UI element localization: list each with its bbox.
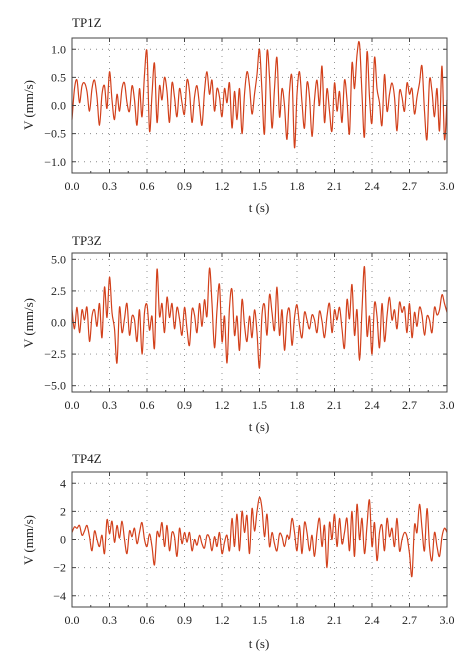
x-tick-label: 3.0 bbox=[440, 179, 455, 193]
y-tick-label: −2 bbox=[53, 561, 66, 575]
x-tick-label: 2.1 bbox=[327, 179, 342, 193]
x-tick-label: 1.8 bbox=[290, 179, 305, 193]
y-tick-label: 0 bbox=[60, 533, 66, 547]
x-tick-label: 0.6 bbox=[140, 179, 155, 193]
x-tick-label: 1.5 bbox=[252, 613, 267, 627]
gridlines bbox=[72, 38, 447, 173]
y-tick-label: 2 bbox=[60, 504, 66, 518]
y-tick-labels: 5.0 2.5 0.0 −2.5 −5.0 bbox=[44, 252, 66, 392]
gridlines bbox=[72, 472, 447, 607]
y-tick-label: 4 bbox=[60, 476, 66, 490]
trace-layer bbox=[71, 496, 448, 578]
x-tick-label: 0.9 bbox=[177, 398, 192, 412]
x-tick-label: 0.9 bbox=[177, 613, 192, 627]
panel-tp3z: TP3Z 5.0 2.5 0.0 −2.5 −5.0 0.0 0.3 0.6 0.9 1.2 1.… bbox=[21, 233, 455, 434]
y-tick-label: 2.5 bbox=[51, 284, 66, 298]
y-tick-label: 0.0 bbox=[51, 316, 66, 330]
x-tick-label: 0.0 bbox=[65, 613, 80, 627]
x-tick-label: 1.5 bbox=[252, 179, 267, 193]
x-tick-labels: 0.0 0.3 0.6 0.9 1.2 1.5 1.8 2.1 2.4 2.7 3.0 bbox=[65, 613, 455, 627]
x-tick-label: 2.4 bbox=[365, 613, 380, 627]
x-tick-label: 1.8 bbox=[290, 613, 305, 627]
x-tick-label: 1.5 bbox=[252, 398, 267, 412]
x-tick-label: 2.7 bbox=[402, 613, 417, 627]
y-tick-labels: 1.0 0.5 0.0 −0.5 −1.0 bbox=[44, 42, 66, 169]
y-tick-label: −5.0 bbox=[44, 379, 66, 393]
x-tick-label: 2.1 bbox=[327, 613, 342, 627]
x-axis-label: t (s) bbox=[249, 200, 270, 215]
x-tick-label: 0.0 bbox=[65, 179, 80, 193]
y-tick-label: 5.0 bbox=[51, 252, 66, 266]
x-tick-label: 1.8 bbox=[290, 398, 305, 412]
x-tick-labels: 0.0 0.3 0.6 0.9 1.2 1.5 1.8 2.1 2.4 2.7 3.0 bbox=[65, 179, 455, 193]
velocity-trace bbox=[71, 40, 448, 149]
panel-title: TP4Z bbox=[72, 451, 102, 466]
x-tick-label: 0.6 bbox=[140, 613, 155, 627]
y-axis-label: V (mm/s) bbox=[21, 298, 36, 348]
x-tick-label: 2.4 bbox=[365, 179, 380, 193]
x-tick-label: 0.3 bbox=[102, 179, 117, 193]
y-axis-label: V (mm/s) bbox=[21, 515, 36, 565]
velocity-trace bbox=[71, 496, 448, 578]
x-tick-label: 1.2 bbox=[215, 613, 230, 627]
ticks bbox=[71, 253, 448, 392]
x-tick-label: 0.0 bbox=[65, 398, 80, 412]
panel-tp1z: TP1Z 1.0 0.5 0.0 −0.5 −1.0 0.0 0.3 0.6 0.9 1.2 1.… bbox=[21, 15, 455, 215]
y-tick-label: 1.0 bbox=[51, 42, 66, 56]
panel-tp4z: TP4Z 4 2 0 −2 −4 0.0 0.3 0.6 0.9 1.2 1.5 1.8 2.1 2.4… bbox=[21, 451, 455, 651]
y-tick-labels: 4 2 0 −2 −4 bbox=[53, 476, 66, 603]
trace-layer bbox=[71, 266, 448, 369]
x-tick-label: 2.7 bbox=[402, 398, 417, 412]
x-tick-label: 2.4 bbox=[365, 398, 380, 412]
x-tick-labels: 0.0 0.3 0.6 0.9 1.2 1.5 1.8 2.1 2.4 2.7 3.0 bbox=[65, 398, 455, 412]
trace-layer bbox=[71, 40, 448, 149]
y-tick-label: 0.0 bbox=[51, 99, 66, 113]
y-tick-label: 0.5 bbox=[51, 70, 66, 84]
x-tick-label: 2.1 bbox=[327, 398, 342, 412]
x-tick-label: 0.3 bbox=[102, 398, 117, 412]
y-axis-label: V (mm/s) bbox=[21, 80, 36, 130]
x-tick-label: 1.2 bbox=[215, 179, 230, 193]
x-tick-label: 0.3 bbox=[102, 613, 117, 627]
x-axis-label: t (s) bbox=[249, 636, 270, 651]
x-tick-label: 1.2 bbox=[215, 398, 230, 412]
ticks bbox=[71, 472, 448, 607]
x-tick-label: 3.0 bbox=[440, 398, 455, 412]
panel-title: TP1Z bbox=[72, 15, 102, 30]
y-tick-label: −0.5 bbox=[44, 127, 66, 141]
y-tick-label: −1.0 bbox=[44, 155, 66, 169]
x-axis-label: t (s) bbox=[249, 419, 270, 434]
ticks bbox=[71, 38, 448, 173]
panel-title: TP3Z bbox=[72, 233, 102, 248]
x-tick-label: 0.9 bbox=[177, 179, 192, 193]
gridlines bbox=[72, 253, 447, 392]
y-tick-label: −4 bbox=[53, 589, 66, 603]
y-tick-label: −2.5 bbox=[44, 347, 66, 361]
x-tick-label: 2.7 bbox=[402, 179, 417, 193]
x-tick-label: 3.0 bbox=[440, 613, 455, 627]
x-tick-label: 0.6 bbox=[140, 398, 155, 412]
velocity-trace bbox=[71, 266, 448, 369]
